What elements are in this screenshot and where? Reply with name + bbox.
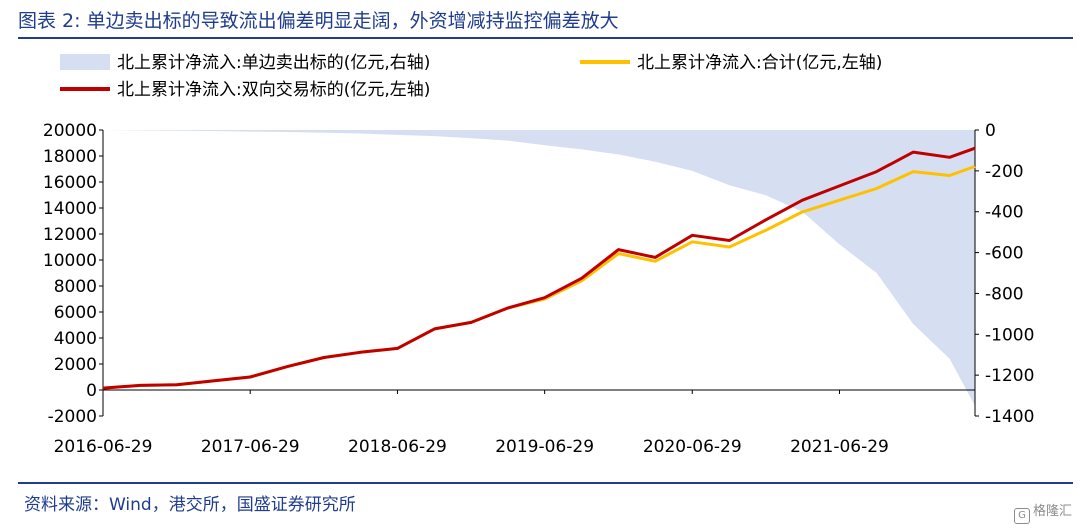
bottom-rule [18, 482, 1073, 484]
left-tick-label: 2000 [54, 355, 97, 375]
figure-title: 图表 2: 单边卖出标的导致流出偏差明显走阔，外资增减持监控偏差放大 [18, 10, 619, 32]
right-tick-label: -800 [985, 284, 1024, 304]
left-tick-label: 8000 [54, 277, 97, 297]
x-tick-label: 2020-06-29 [643, 437, 742, 457]
x-tick-label: 2017-06-29 [201, 437, 300, 457]
right-tick-label: -1200 [985, 366, 1034, 386]
right-tick-label: 0 [985, 121, 996, 141]
legend-label: 北上累计净流入:单边卖出标的(亿元,右轴) [117, 53, 430, 73]
right-tick-label: -400 [985, 203, 1024, 223]
right-tick-label: -600 [985, 244, 1024, 264]
legend-label: 北上累计净流入:双向交易标的(亿元,左轴) [117, 80, 430, 100]
right-tick-label: -200 [985, 162, 1024, 182]
left-tick-label: 20000 [43, 121, 97, 141]
left-tick-label: 18000 [43, 147, 97, 167]
left-tick-label: -2000 [48, 407, 97, 427]
series-area-0 [103, 130, 975, 406]
right-tick-label: -1400 [985, 407, 1034, 427]
left-tick-label: 16000 [43, 173, 97, 193]
left-tick-label: 4000 [54, 329, 97, 349]
left-tick-label: 12000 [43, 225, 97, 245]
right-tick-label: -1000 [985, 325, 1034, 345]
x-tick-label: 2016-06-29 [54, 437, 153, 457]
chart: 2000018000160001400012000100008000600040… [43, 53, 1035, 457]
legend-swatch-area [60, 54, 110, 70]
x-tick-label: 2021-06-29 [790, 437, 889, 457]
x-tick-label: 2019-06-29 [495, 437, 594, 457]
watermark-text: 格隆汇 [1032, 504, 1072, 519]
watermark-logo-icon: G [1013, 508, 1030, 524]
top-rule [18, 37, 1073, 39]
left-tick-label: 10000 [43, 251, 97, 271]
watermark: G 格隆汇 [1013, 500, 1072, 524]
x-tick-label: 2018-06-29 [348, 437, 447, 457]
legend-label: 北上累计净流入:合计(亿元,左轴) [637, 53, 882, 73]
left-tick-label: 14000 [43, 199, 97, 219]
source-note: 资料来源：Wind，港交所，国盛证券研究所 [24, 495, 356, 515]
series-line-2 [102, 146, 976, 390]
left-tick-label: 6000 [54, 303, 97, 323]
series-line-1 [102, 164, 976, 390]
left-tick-label: 0 [86, 381, 97, 401]
